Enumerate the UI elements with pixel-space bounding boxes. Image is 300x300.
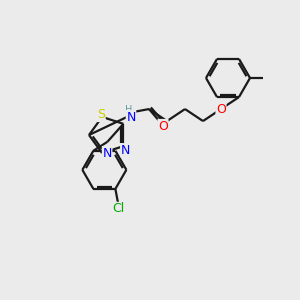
Text: O: O	[158, 120, 168, 133]
Text: H: H	[125, 105, 133, 115]
Text: Cl: Cl	[112, 202, 124, 215]
Text: N: N	[102, 147, 112, 160]
Text: N: N	[121, 144, 130, 157]
Text: S: S	[97, 108, 105, 122]
Text: N: N	[126, 111, 136, 124]
Text: O: O	[216, 103, 226, 116]
